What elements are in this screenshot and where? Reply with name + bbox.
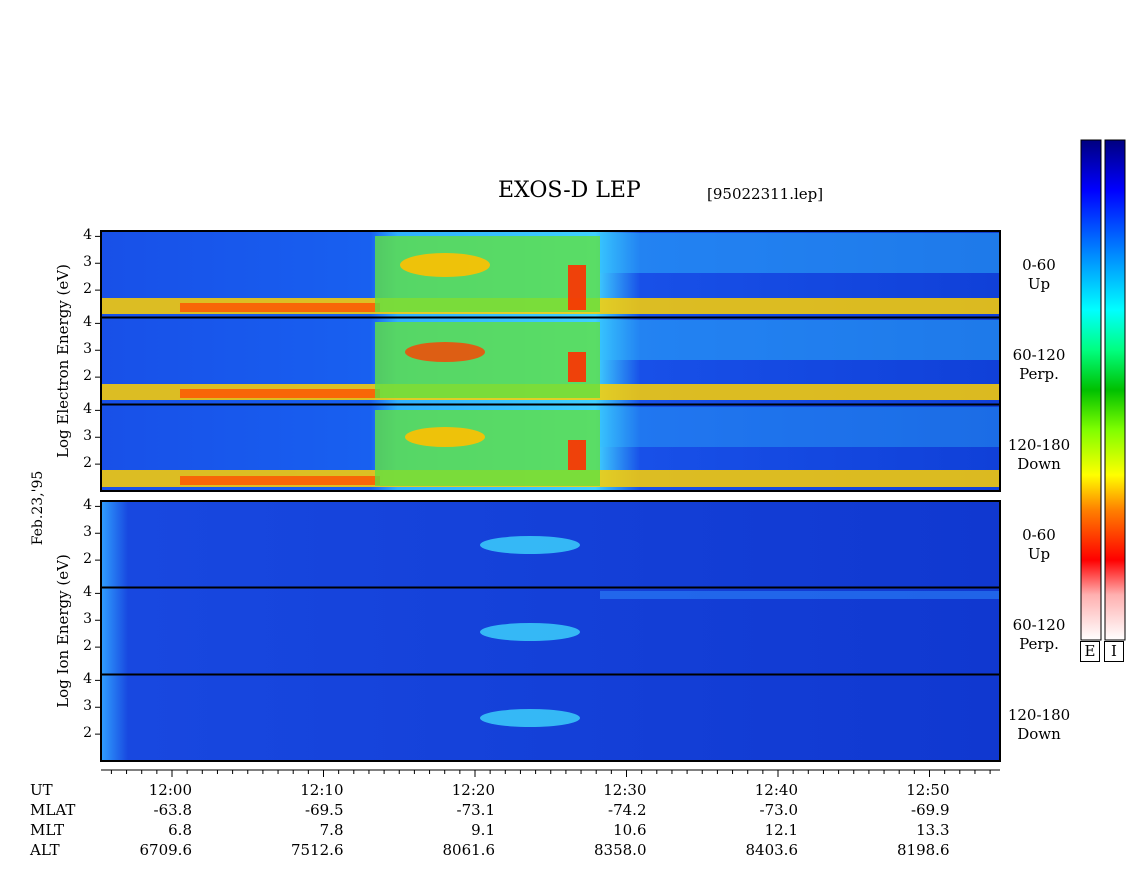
- y-tick-label: 3: [83, 524, 92, 541]
- alt-value: 7512.6: [291, 841, 344, 859]
- panel-label-i-perp: 60-120 Perp.: [1012, 616, 1066, 653]
- row-label-alt: ALT: [30, 841, 60, 859]
- y-tick-label: 4: [83, 584, 92, 601]
- mlat-value: -73.0: [759, 801, 798, 819]
- panel-label-i-up: 0-60 Up: [1022, 526, 1056, 563]
- mlat-value: -63.8: [153, 801, 192, 819]
- panel-label-e-up: 0-60 Up: [1022, 256, 1056, 293]
- mlat-value: -69.5: [305, 801, 344, 819]
- y-tick-label: 2: [83, 455, 92, 472]
- ut-value: 12:00: [148, 781, 192, 799]
- ion-axis-label: Log Ion Energy (eV): [54, 554, 72, 708]
- ut-value: 12:40: [754, 781, 798, 799]
- y-tick-label: 3: [83, 698, 92, 715]
- y-tick-label: 4: [83, 314, 92, 331]
- mlat-value: -69.9: [911, 801, 950, 819]
- y-tick-label: 2: [83, 368, 92, 385]
- electron-panels: [101, 231, 1000, 491]
- y-tick-label: 2: [83, 638, 92, 655]
- colorbar-ion: [1104, 139, 1126, 641]
- panel-label-i-down: 120-180 Down: [1007, 706, 1071, 743]
- mlat-value: -73.1: [456, 801, 495, 819]
- mlt-value: 12.1: [764, 821, 798, 839]
- date-label: Feb.23,'95: [30, 470, 46, 546]
- colorbar-electron: [1080, 139, 1102, 641]
- mlt-value: 6.8: [168, 821, 192, 839]
- ut-value: 12:50: [906, 781, 950, 799]
- y-tick-label: 2: [83, 725, 92, 742]
- mlt-value: 13.3: [916, 821, 950, 839]
- panel-label-e-perp: 60-120 Perp.: [1012, 346, 1066, 383]
- y-tick-label: 4: [83, 497, 92, 514]
- mlt-value: 7.8: [319, 821, 344, 839]
- y-tick-label: 3: [83, 611, 92, 628]
- ion-panels: [101, 501, 1000, 761]
- y-tick-marks: [95, 235, 101, 735]
- row-label-mlat: MLAT: [30, 801, 76, 819]
- ut-value: 12:30: [603, 781, 647, 799]
- mlat-value: -74.2: [608, 801, 647, 819]
- x-tick-marks: [110, 770, 991, 777]
- panel-borders: [100, 230, 1001, 762]
- y-tick-label: 4: [83, 401, 92, 418]
- alt-value: 8403.6: [745, 841, 799, 859]
- ut-value: 12:20: [451, 781, 495, 799]
- row-label-mlt: MLT: [30, 821, 65, 839]
- alt-value: 8061.6: [442, 841, 496, 859]
- y-tick-label: 4: [83, 671, 92, 688]
- y-tick-label: 2: [83, 551, 92, 568]
- row-label-ut: UT: [30, 781, 53, 799]
- alt-value: 8358.0: [594, 841, 647, 859]
- electron-axis-label: Log Electron Energy (eV): [54, 264, 72, 458]
- alt-value: 6709.6: [139, 841, 193, 859]
- chart-title: EXOS-D LEP: [498, 178, 641, 203]
- colorbar-label-e: E: [1080, 641, 1100, 662]
- mlt-value: 10.6: [613, 821, 647, 839]
- y-tick-label: 3: [83, 428, 92, 445]
- y-tick-label: 2: [83, 281, 92, 298]
- panel-label-e-down: 120-180 Down: [1007, 436, 1071, 473]
- colorbar-label-i: I: [1104, 641, 1124, 662]
- mlt-value: 9.1: [471, 821, 495, 839]
- ut-value: 12:10: [300, 781, 344, 799]
- y-tick-label: 3: [83, 341, 92, 358]
- y-tick-label: 4: [83, 227, 92, 244]
- alt-value: 8198.6: [897, 841, 950, 859]
- file-tag: [95022311.lep]: [707, 185, 824, 203]
- y-tick-label: 3: [83, 254, 92, 271]
